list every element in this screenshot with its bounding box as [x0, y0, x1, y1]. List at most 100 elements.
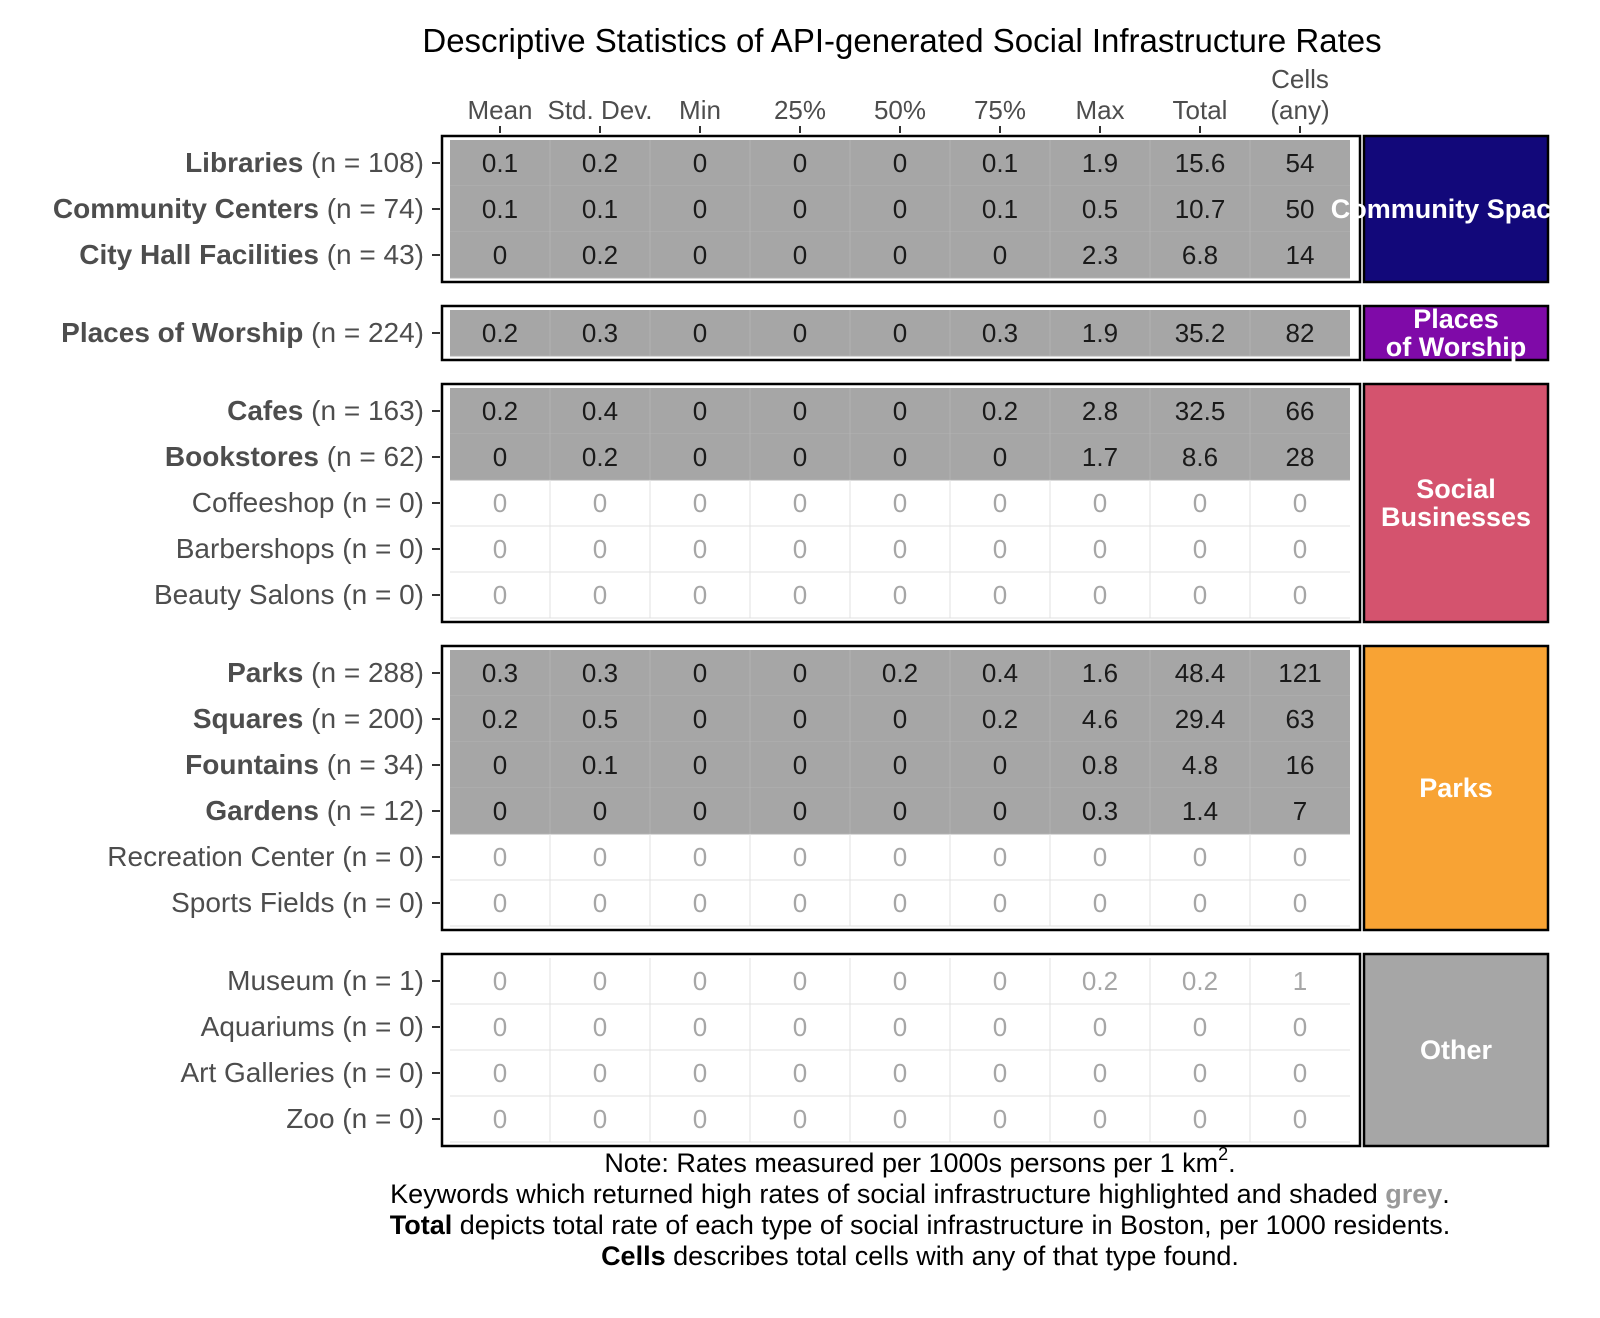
cell-value: 0 — [1093, 488, 1107, 518]
note-line-2: Keywords which returned high rates of so… — [390, 1179, 1450, 1209]
cell-value: 0 — [593, 580, 607, 610]
row-label: Cafes (n = 163) — [227, 395, 424, 426]
cell-value: 0 — [1193, 888, 1207, 918]
cell-value: 0 — [493, 842, 507, 872]
cell-value: 0 — [593, 1104, 607, 1134]
cell-value: 0 — [993, 842, 1007, 872]
note-line-3: Total depicts total rate of each type of… — [389, 1210, 1451, 1240]
cell-value: 0 — [993, 796, 1007, 826]
cell-value: 0 — [1293, 1058, 1307, 1088]
row-label: Beauty Salons (n = 0) — [154, 579, 424, 610]
cell-value: 10.7 — [1175, 194, 1226, 224]
group-strip-label: Community Spaces — [1331, 194, 1582, 224]
cell-value: 0 — [693, 240, 707, 270]
group-strip — [1362, 644, 1550, 932]
cell-value: 0.2 — [582, 148, 618, 178]
row-label: Museum (n = 1) — [227, 965, 424, 996]
column-header: Std. Dev. — [547, 95, 652, 125]
cell-value: 0 — [1093, 534, 1107, 564]
cell-value: 121 — [1278, 658, 1321, 688]
cell-value: 0 — [1093, 842, 1107, 872]
cell-value: 4.8 — [1182, 750, 1218, 780]
cell-value: 0 — [693, 1058, 707, 1088]
group-strip — [1362, 304, 1550, 362]
cell-value: 0 — [1293, 488, 1307, 518]
cell-value: 0 — [793, 888, 807, 918]
cell-value: 0 — [793, 442, 807, 472]
cell-value: 15.6 — [1175, 148, 1226, 178]
cell-value: 0 — [593, 534, 607, 564]
cell-value: 35.2 — [1175, 318, 1226, 348]
cell-value: 0 — [493, 966, 507, 996]
cell-value: 0 — [1193, 488, 1207, 518]
cell-value: 0 — [793, 318, 807, 348]
cell-value: 0.1 — [982, 148, 1018, 178]
cell-value: 16 — [1286, 750, 1315, 780]
row-label: Coffeeshop (n = 0) — [192, 487, 424, 518]
cell-value: 0 — [793, 704, 807, 734]
cell-value: 0.5 — [582, 704, 618, 734]
chart-title: Descriptive Statistics of API-generated … — [422, 22, 1381, 59]
cell-value: 0 — [1093, 1104, 1107, 1134]
cell-value: 0 — [1093, 580, 1107, 610]
cell-value: 0 — [1193, 842, 1207, 872]
column-header: Total — [1173, 95, 1228, 125]
cell-value: 0 — [1293, 1012, 1307, 1042]
cell-value: 0 — [993, 888, 1007, 918]
cell-value: 50 — [1286, 194, 1315, 224]
row-label: Gardens (n = 12) — [205, 795, 424, 826]
cell-value: 0 — [793, 194, 807, 224]
cell-value: 0 — [893, 888, 907, 918]
cell-value: 0.1 — [582, 750, 618, 780]
cell-value: 0 — [493, 580, 507, 610]
cell-value: 0 — [893, 796, 907, 826]
cell-value: 0 — [693, 796, 707, 826]
cell-value: 0.2 — [982, 704, 1018, 734]
cell-value: 0 — [993, 1058, 1007, 1088]
cell-value: 0 — [593, 488, 607, 518]
cell-value: 0 — [893, 534, 907, 564]
stats-table-chart: Descriptive Statistics of API-generated … — [52, 22, 1582, 1148]
cell-value: 0 — [693, 442, 707, 472]
cell-value: 0 — [793, 148, 807, 178]
column-header: Cells (any) — [1270, 64, 1329, 125]
cell-value: 0 — [793, 1012, 807, 1042]
cell-value: 0 — [693, 1012, 707, 1042]
cell-value: 0 — [793, 750, 807, 780]
cell-value: 0 — [693, 148, 707, 178]
cell-value: 0.2 — [1082, 966, 1118, 996]
cell-value: 0 — [993, 442, 1007, 472]
row-label: Parks (n = 288) — [227, 657, 424, 688]
cell-value: 0 — [893, 194, 907, 224]
cell-value: 0 — [493, 240, 507, 270]
cell-value: 66 — [1286, 396, 1315, 426]
cell-value: 0.2 — [1182, 966, 1218, 996]
cell-value: 0.8 — [1082, 750, 1118, 780]
row-highlight — [450, 310, 1350, 356]
cell-value: 0.4 — [982, 658, 1018, 688]
cell-value: 0 — [1293, 842, 1307, 872]
cell-value: 0 — [793, 1058, 807, 1088]
cell-value: 0 — [893, 148, 907, 178]
cell-value: 0 — [693, 750, 707, 780]
cell-value: 0 — [993, 580, 1007, 610]
cell-value: 0 — [693, 534, 707, 564]
cell-value: 0.3 — [482, 658, 518, 688]
cell-value: 0 — [793, 580, 807, 610]
cell-value: 1.6 — [1082, 658, 1118, 688]
cell-value: 0 — [493, 796, 507, 826]
cell-value: 0 — [693, 488, 707, 518]
cell-value: 0.3 — [1082, 796, 1118, 826]
row-label: City Hall Facilities (n = 43) — [79, 239, 424, 270]
cell-value: 0 — [593, 796, 607, 826]
cell-value: 1.7 — [1082, 442, 1118, 472]
cell-value: 0.4 — [582, 396, 618, 426]
cell-value: 0 — [993, 1012, 1007, 1042]
column-header: Max — [1075, 95, 1124, 125]
cell-value: 0.2 — [582, 240, 618, 270]
cell-value: 0 — [893, 1104, 907, 1134]
cell-value: 0 — [493, 534, 507, 564]
cell-value: 0 — [493, 1012, 507, 1042]
cell-value: 0 — [493, 750, 507, 780]
row-label: Art Galleries (n = 0) — [180, 1057, 424, 1088]
